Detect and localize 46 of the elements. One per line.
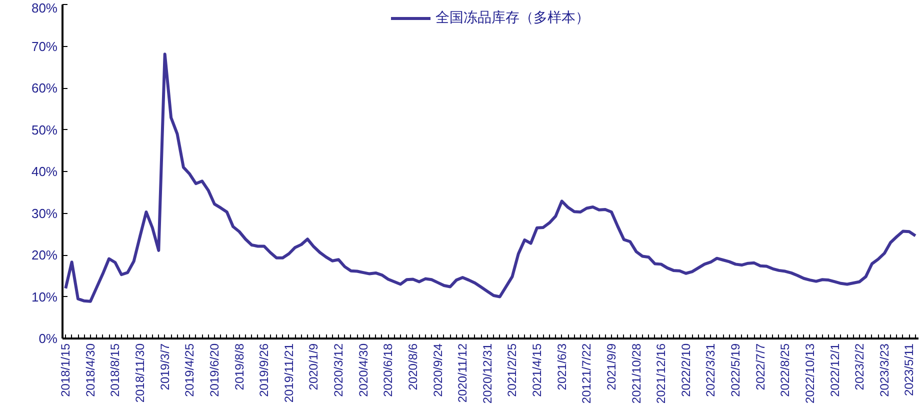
x-tick-label: 2020/3/12	[332, 343, 346, 397]
legend-label: 全国冻品库存（多样本）	[436, 9, 590, 27]
x-tick-label: 2020/9/24	[430, 343, 445, 397]
x-tick-label: 2018/4/30	[83, 343, 98, 397]
y-tick-label: 80%	[31, 0, 58, 16]
y-tick-label: 40%	[31, 164, 58, 179]
y-tick-label: 70%	[31, 38, 58, 54]
x-tick-label: 2019/6/20	[207, 343, 222, 397]
x-tick-label: 2021/12/16	[654, 343, 668, 404]
x-tick-label: 2021/4/15	[530, 343, 544, 397]
y-tick-label: 20%	[31, 248, 58, 262]
y-tick-label: 60%	[31, 80, 58, 96]
x-tick-label: 2023/5/11	[902, 343, 916, 396]
x-tick-label: 2022/5/19	[728, 343, 743, 397]
x-tick-label: 2019/9/26	[257, 343, 272, 397]
x-tick-label: 2022/3/31	[704, 343, 718, 397]
x-tick-label: 2021/6/3	[554, 343, 569, 390]
x-tick-label: 2019/11/21	[282, 343, 296, 403]
x-tick-label: 2020/6/18	[381, 343, 396, 397]
x-tick-label: 2022/10/13	[802, 343, 817, 404]
x-tick-label: 2019/4/25	[182, 343, 197, 397]
y-tick-label: 30%	[31, 206, 58, 221]
x-tick-label: 2022/12/1	[828, 343, 842, 397]
x-tick-label: 2019/3/7	[158, 343, 172, 390]
x-tick-label: 2020/8/6	[406, 343, 420, 390]
x-tick-label: 2020/11/12	[456, 343, 470, 403]
y-tick-label: 50%	[31, 122, 58, 138]
x-tick-label: 2023/2/2	[852, 343, 867, 390]
x-tick-label: 2022/8/25	[778, 343, 792, 397]
line-series	[64, 52, 917, 303]
x-tick-label: 2018/11/30	[133, 343, 148, 403]
x-tick-label: 2018/8/15	[108, 343, 122, 397]
x-tick-label: 2021/10/28	[629, 343, 644, 404]
x-tick-label: 2020/1/9	[306, 343, 321, 390]
x-tick-label: 2022/2/10	[678, 343, 693, 397]
x-tick-label: 2022/7/7	[753, 343, 768, 390]
x-tick-label: 2021/2/25	[505, 343, 520, 397]
y-tick-label: 10%	[31, 289, 58, 304]
y-tick-label: 0%	[38, 331, 58, 346]
x-tick-label: 20121/7/22	[580, 343, 594, 404]
x-tick-label: 2018/1/15	[58, 343, 73, 397]
x-tick-label: 2020/12/31	[480, 343, 494, 404]
x-tick-label: 2020/4/30	[356, 343, 370, 397]
x-tick-label: 2023/3/23	[877, 343, 892, 397]
x-tick-label: 2019/8/8	[232, 343, 246, 390]
x-tick-label: 2021/9/9	[604, 343, 618, 390]
